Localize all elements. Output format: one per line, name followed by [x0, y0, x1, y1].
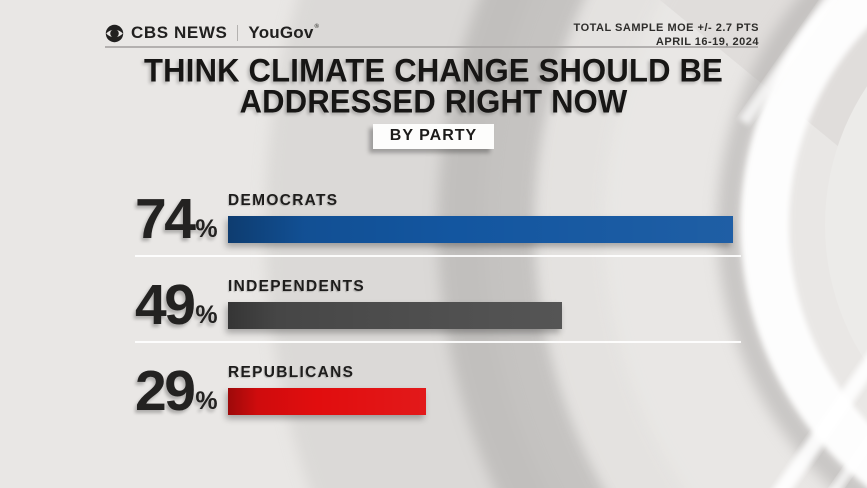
trademark-symbol: ®: [314, 24, 320, 30]
by-party-badge: BY PARTY: [372, 124, 495, 149]
bar-row-democrats: 74% DEMOCRATS: [135, 183, 867, 252]
percent-sign: %: [195, 215, 218, 243]
percent-sign: %: [195, 387, 218, 415]
row-separator: [135, 341, 741, 343]
cbs-news-wordmark: CBS NEWS: [131, 23, 228, 42]
bar-democrats: [228, 216, 733, 243]
label-independents: INDEPENDENTS: [228, 278, 366, 295]
label-republicans: REPUBLICANS: [228, 364, 355, 381]
row-separator: [135, 255, 741, 257]
header: CBS NEWS YouGov® TOTAL SAMPLE MOE +/- 2.…: [105, 20, 759, 50]
bar-row-republicans: 29% REPUBLICANS: [135, 355, 867, 424]
bar-track: [228, 388, 867, 415]
brand-divider: [237, 25, 239, 41]
value-democrats: 74%: [135, 187, 218, 252]
page-title-line2: ADDRESSED RIGHT NOW: [239, 83, 628, 120]
label-democrats: DEMOCRATS: [228, 192, 339, 209]
title-block: THINK CLIMATE CHANGE SHOULD BE ADDRESSED…: [0, 52, 867, 149]
bar-track: [228, 302, 867, 329]
date-line: APRIL 16-19, 2024: [655, 36, 759, 49]
moe-line: TOTAL SAMPLE MOE +/- 2.7 PTS: [573, 22, 759, 34]
brand-lockup: CBS NEWS YouGov®: [105, 23, 320, 43]
bar-republicans: [228, 388, 426, 415]
percent-sign: %: [195, 301, 218, 329]
yougov-wordmark: YouGov®: [248, 23, 320, 42]
cbs-eye-icon: [105, 24, 124, 42]
value-independents: 49%: [135, 273, 218, 338]
sample-note: TOTAL SAMPLE MOE +/- 2.7 PTS APRIL 16-19…: [574, 21, 759, 50]
bar-track: [228, 216, 867, 243]
header-rule: [105, 46, 758, 48]
bar-chart: 74% DEMOCRATS 49% INDEPENDENTS: [135, 183, 867, 424]
bar-independents: [228, 302, 563, 329]
value-republicans: 29%: [135, 359, 218, 424]
bar-row-independents: 49% INDEPENDENTS: [135, 269, 867, 338]
page-title-line1: THINK CLIMATE CHANGE SHOULD BE: [144, 52, 723, 89]
